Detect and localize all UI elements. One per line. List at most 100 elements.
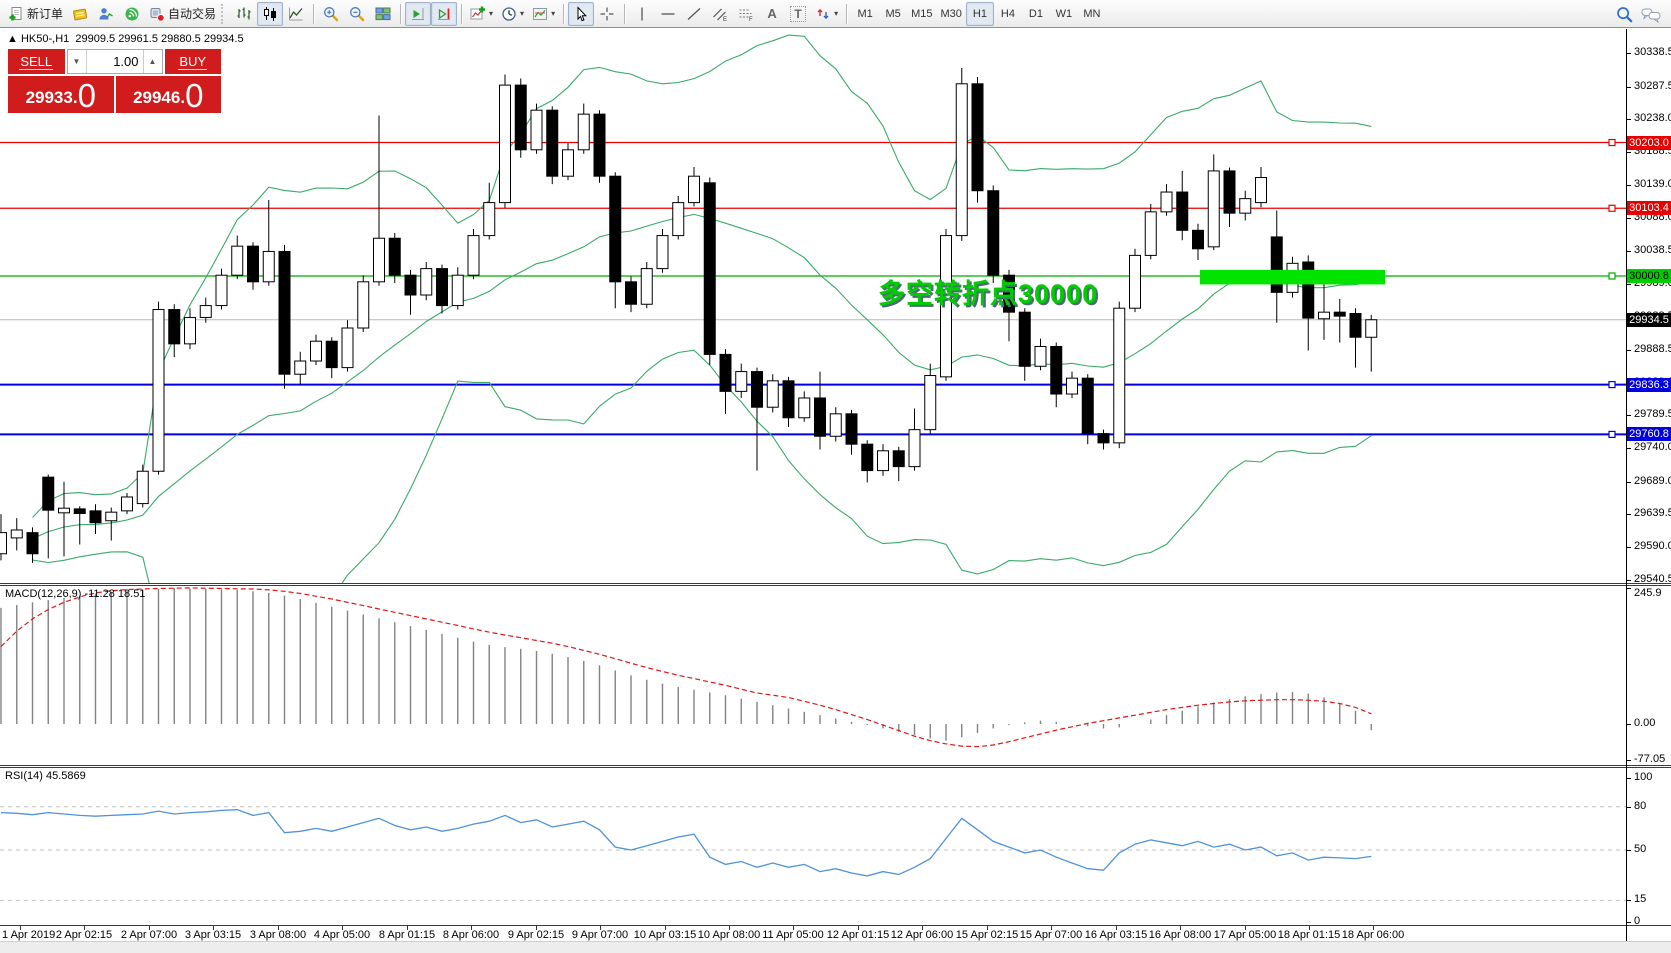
price-axis[interactable]: 30338.5 30287.5 30238.0 30188.5 30139.0 30088… xyxy=(1626,29,1671,941)
vertical-line-icon xyxy=(634,6,650,22)
price-tick-mark xyxy=(1626,218,1631,220)
rsi-tick-label: 100 xyxy=(1634,771,1653,783)
volume-increase-button[interactable]: ▲ xyxy=(142,50,162,73)
price-tick-label: 30238.0 xyxy=(1634,112,1671,125)
auto-scroll-button[interactable] xyxy=(405,1,432,26)
price-tick-label: 30287.5 xyxy=(1634,79,1671,92)
volume-decrease-button[interactable]: ▼ xyxy=(68,50,87,73)
timeframe-m1-button[interactable]: M1 xyxy=(857,7,873,20)
price-badge: 29934.5 xyxy=(1627,312,1671,327)
time-tick-label: 16 Apr 03:15 xyxy=(1084,929,1148,941)
templates-button[interactable]: ▾ xyxy=(528,2,559,26)
caret-down-icon: ▼ xyxy=(72,57,81,66)
volume-stepper: ▼ ▲ xyxy=(66,49,163,74)
time-tick-label: 17 Apr 05:00 xyxy=(1213,929,1277,941)
time-tick-label: 11 Apr 05:00 xyxy=(762,929,824,941)
buy-button[interactable]: BUY xyxy=(164,49,221,74)
price-tick-mark xyxy=(1626,152,1631,154)
price-tick-mark xyxy=(1626,448,1631,450)
sell-price-int: 29933 xyxy=(25,88,73,108)
channel-button[interactable]: E xyxy=(707,2,733,26)
svg-text:E: E xyxy=(723,17,727,22)
search-button[interactable] xyxy=(1611,2,1637,26)
rsi-pane[interactable] xyxy=(0,768,1626,925)
rsi-tick-label: 0 xyxy=(1634,915,1641,927)
time-tick-mark xyxy=(20,926,21,930)
tester-button[interactable] xyxy=(93,2,119,26)
candlestick-chart-button[interactable] xyxy=(257,1,284,26)
arrows-button[interactable]: ▾ xyxy=(811,2,842,26)
time-axis[interactable] xyxy=(0,925,1671,941)
templates-icon xyxy=(532,6,548,22)
time-tick-mark xyxy=(922,926,923,930)
timeframe-m5-button[interactable]: M5 xyxy=(885,7,901,20)
time-tick-label: 12 Apr 06:00 xyxy=(890,929,954,941)
timeframe-h4-button[interactable]: H4 xyxy=(1000,7,1015,20)
rsi-label: RSI(14) 45.5869 xyxy=(5,770,86,782)
price-plot[interactable] xyxy=(0,29,1626,650)
timeframe-d1-button[interactable]: D1 xyxy=(1028,7,1043,20)
time-tick-mark xyxy=(1245,926,1246,930)
timeframe-m15-button[interactable]: M15 xyxy=(911,7,933,20)
chart-shift-button[interactable] xyxy=(431,1,458,26)
channel-icon: E xyxy=(712,6,728,22)
rsi-plot[interactable] xyxy=(0,768,1626,925)
signals-button[interactable] xyxy=(119,2,145,26)
vertical-line-button[interactable] xyxy=(629,2,655,26)
chart-annotation[interactable]: 多空转折点30000 xyxy=(878,279,1099,309)
macd-tick-mark xyxy=(1626,588,1631,589)
price-tick-label: 29590.0 xyxy=(1634,540,1671,553)
time-tick-mark xyxy=(1309,926,1310,930)
new-order-button[interactable]: 新订单 xyxy=(4,2,67,26)
macd-pane[interactable] xyxy=(0,586,1626,765)
time-tick-label: 12 Apr 01:15 xyxy=(826,929,890,941)
buy-label: BUY xyxy=(178,53,208,70)
collapse-triangle-icon[interactable]: ▲ xyxy=(7,33,18,45)
timeframe-h1-button[interactable]: H1 xyxy=(965,1,994,26)
time-tick-label: 8 Apr 01:15 xyxy=(378,929,436,941)
trendline-button[interactable] xyxy=(681,2,707,26)
price-badge: 30000.8 xyxy=(1627,268,1671,283)
horizontal-line-button[interactable] xyxy=(655,2,681,26)
zoom-in-icon xyxy=(323,6,339,22)
toolbar-separator xyxy=(624,3,626,24)
cursor-button[interactable] xyxy=(568,1,595,26)
time-tick-label: 15 Apr 02:15 xyxy=(955,929,1019,941)
timeframe-m30-button[interactable]: M30 xyxy=(940,7,962,20)
price-pane[interactable] xyxy=(0,29,1626,650)
time-tick-mark xyxy=(987,926,988,930)
sell-button[interactable]: SELL xyxy=(8,49,65,74)
macd-plot[interactable] xyxy=(0,586,1626,765)
sell-price-frac: 0 xyxy=(77,77,96,115)
timeframe-w1-button[interactable]: W1 xyxy=(1055,7,1073,20)
autotrading-button[interactable]: 自动交易 xyxy=(145,2,220,26)
price-tick-label: 30139.0 xyxy=(1634,177,1671,190)
crosshair-button[interactable] xyxy=(594,2,620,26)
time-tick-mark xyxy=(278,926,279,930)
periods-button[interactable]: ▾ xyxy=(497,2,528,26)
price-badge: 30203.0 xyxy=(1627,135,1671,150)
pane-separator[interactable] xyxy=(0,583,1671,586)
time-tick-label: 2 Apr 07:00 xyxy=(120,929,178,941)
buy-price-display[interactable]: 29946. 0 xyxy=(115,76,221,113)
price-badge: 30103.4 xyxy=(1627,201,1671,216)
bar-chart-button[interactable] xyxy=(231,2,257,26)
zoom-in-button[interactable] xyxy=(318,2,344,26)
signals-icon xyxy=(124,6,140,22)
chat-button[interactable] xyxy=(1637,2,1665,26)
time-tick-mark xyxy=(1373,926,1374,930)
line-chart-button[interactable] xyxy=(283,2,309,26)
tester-person-icon xyxy=(98,6,114,22)
text-button[interactable]: A xyxy=(759,2,785,26)
tile-windows-button[interactable] xyxy=(370,2,396,26)
fibonacci-button[interactable]: F xyxy=(733,2,759,26)
text-label-button[interactable]: T xyxy=(785,2,811,26)
volume-input[interactable] xyxy=(86,50,143,73)
zoom-out-button[interactable] xyxy=(344,2,370,26)
indicators-button[interactable]: ▾ xyxy=(466,2,497,26)
book-button[interactable] xyxy=(67,2,93,26)
pane-separator[interactable] xyxy=(0,765,1671,768)
timeframe-mn-button[interactable]: MN xyxy=(1083,7,1101,20)
axis-border xyxy=(1626,29,1627,941)
sell-price-display[interactable]: 29933. 0 xyxy=(8,76,114,113)
